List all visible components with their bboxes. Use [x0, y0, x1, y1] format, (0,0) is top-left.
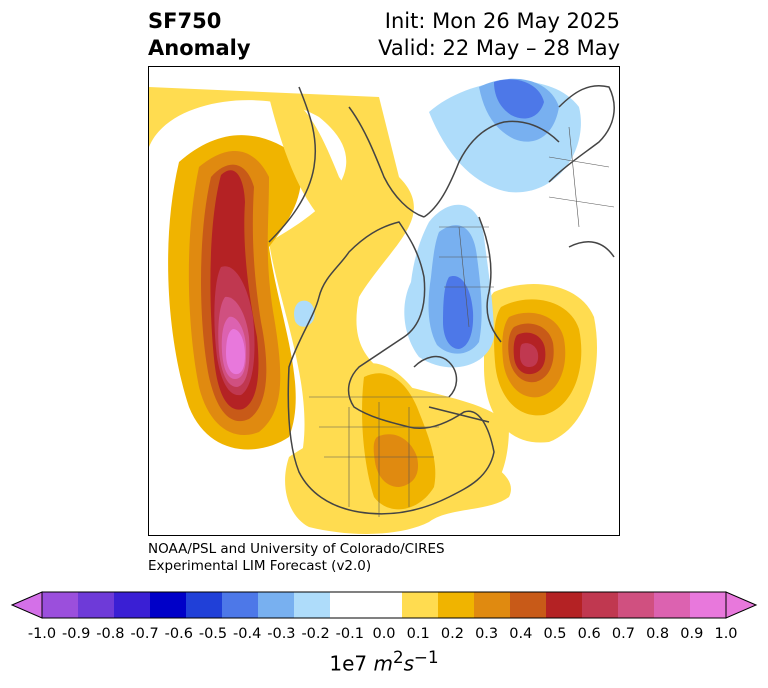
- colorbar-tick-label: -0.9: [62, 626, 91, 642]
- colorbar-tick-label: -0.3: [267, 626, 296, 642]
- colorbar-tick-label: 0.7: [611, 626, 635, 642]
- colorbar-cell: [330, 592, 367, 618]
- colorbar-cell: [150, 592, 187, 618]
- colorbar-tick-label: 0.8: [646, 626, 670, 642]
- colorbar-cell: [402, 592, 439, 618]
- colorbar-cell: [654, 592, 691, 618]
- colorbar-tick-label: -0.6: [164, 626, 193, 642]
- units-base: 1e7: [329, 651, 374, 676]
- anomaly-map: [149, 67, 619, 535]
- colorbar-cell: [618, 592, 655, 618]
- credit-line-2: Experimental LIM Forecast (v2.0): [148, 558, 372, 574]
- colorbar-cell: [510, 592, 547, 618]
- north-america-positive-anomaly: [285, 363, 511, 534]
- colorbar-tick-label: -0.7: [130, 626, 159, 642]
- colorbar-tick-label: -0.4: [233, 626, 262, 642]
- colorbar-tick-label: 0.3: [475, 626, 499, 642]
- credit: NOAA/PSL and University of Colorado/CIRE…: [148, 541, 445, 575]
- colorbar-cell: [582, 592, 619, 618]
- colorbar-cell: [222, 592, 259, 618]
- colorbar-tick-label: -0.5: [198, 626, 228, 642]
- atlantic-positive-anomaly: [484, 284, 597, 443]
- anomaly-label: Anomaly: [148, 36, 251, 60]
- colorbar-tick-label: 1.0: [714, 626, 738, 642]
- colorbar-ticks: -1.0 -0.9 -0.8 -0.7 -0.6 -0.5 -0.4 -0.3 -0.2 -0.1…: [0, 626, 768, 646]
- alaska-positive-anomaly: [269, 95, 399, 247]
- coastlines: [268, 85, 615, 515]
- forecast-dates: Init: Mon 26 May 2025 Valid: 22 May – 28…: [378, 8, 620, 62]
- colorbar-cell: [474, 592, 511, 618]
- colorbar-cell: [78, 592, 115, 618]
- init-date: Init: Mon 26 May 2025: [384, 9, 620, 33]
- units-m: m: [373, 651, 393, 676]
- colorbar-tick-label: 0.4: [509, 626, 533, 642]
- colorbar-tick-label: 0.5: [543, 626, 567, 642]
- colorbar-tick-label: -0.1: [335, 626, 364, 642]
- colorbar-cell: [294, 592, 331, 618]
- variable-label: SF750: [148, 9, 222, 33]
- credit-line-1: NOAA/PSL and University of Colorado/CIRE…: [148, 541, 445, 557]
- colorbar-tick-label: 0.1: [406, 626, 430, 642]
- map-title: SF750 Anomaly: [148, 8, 251, 62]
- map-frame: [148, 66, 620, 536]
- country-borders: [309, 126, 615, 517]
- colorbar-outline: [41, 591, 727, 619]
- colorbar-tick-label: 0.0: [372, 626, 396, 642]
- colorbar: [10, 591, 758, 619]
- units-s: s: [403, 651, 415, 676]
- colorbar-cell: [366, 592, 403, 618]
- units-m-exp: 2: [393, 648, 404, 667]
- colorbar-high-extend: [725, 591, 758, 619]
- colorbar-tick-label: -0.2: [301, 626, 330, 642]
- colorbar-tick-label: -0.8: [96, 626, 125, 642]
- colorbar-cell: [546, 592, 583, 618]
- colorbar-cell: [186, 592, 223, 618]
- colorbar-tick-label: -1.0: [27, 626, 57, 642]
- colorbar-cell: [438, 592, 475, 618]
- colorbar-tick-label: 0.2: [440, 626, 464, 642]
- colorbar-cell: [258, 592, 295, 618]
- valid-range: Valid: 22 May – 28 May: [378, 36, 620, 60]
- arctic-negative-anomaly: [429, 78, 581, 193]
- units-s-exp: −1: [414, 648, 439, 667]
- colorbar-tick-label: 0.9: [680, 626, 704, 642]
- colorbar-low-extend: [10, 591, 43, 619]
- colorbar-cell: [690, 592, 727, 618]
- colorbar-cell: [42, 592, 79, 618]
- colorbar-tick-label: 0.6: [577, 626, 601, 642]
- colorbar-units: 1e7 m2s−1: [0, 648, 768, 676]
- colorbar-cell: [114, 592, 151, 618]
